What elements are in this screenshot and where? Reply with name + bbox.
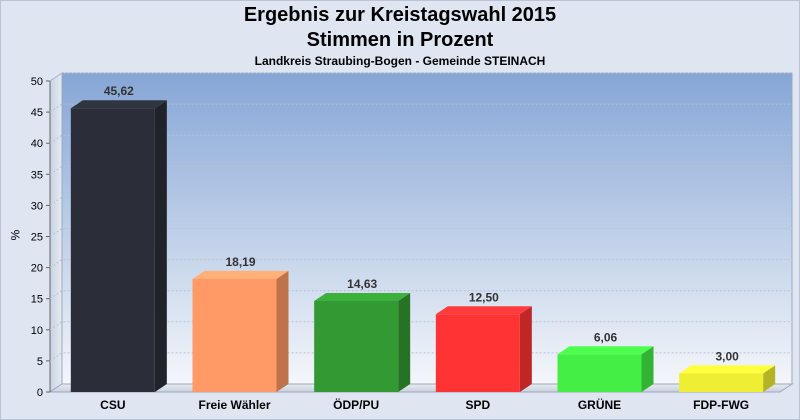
data-label: 45,62 (104, 84, 134, 98)
data-label: 6,06 (594, 330, 618, 344)
x-tick-label: CSU (100, 398, 125, 412)
chart-title-line2: Stimmen in Prozent (306, 29, 494, 51)
bar-side (519, 306, 532, 392)
bar-side (641, 346, 654, 392)
bar-spd: 12,50 (435, 290, 532, 392)
bar-front (192, 278, 277, 392)
bar-top (314, 293, 411, 302)
x-tick-label: Freie Wähler (198, 398, 270, 412)
gridline (49, 134, 792, 144)
gridline (49, 165, 792, 175)
y-tick-label: 35 (31, 169, 43, 181)
gridline (49, 321, 792, 331)
x-tick-label: SPD (465, 398, 490, 412)
y-tick-label: 25 (31, 232, 43, 244)
bar-top (679, 365, 776, 374)
x-tick-label: GRÜNE (578, 397, 621, 412)
x-tick-label: FDP-FWG (693, 398, 749, 412)
bar-gr-ne: 6,06 (557, 330, 654, 392)
y-tick-label: 30 (31, 200, 43, 212)
plot-back-wall (61, 72, 793, 385)
chart-subtitle: Landkreis Straubing-Bogen - Gemeinde STE… (254, 54, 546, 68)
bar-side (154, 100, 167, 393)
gridline (49, 290, 792, 300)
gridline (49, 352, 792, 362)
bar-top (557, 346, 654, 355)
bar-top (192, 270, 289, 279)
y-tick-label: 15 (31, 294, 43, 306)
data-label: 18,19 (225, 255, 255, 269)
gridline (49, 72, 792, 82)
bar-csu: 45,62 (70, 84, 167, 393)
gridline (49, 103, 792, 113)
bar-side (763, 365, 776, 392)
data-label: 3,00 (715, 349, 739, 363)
bar-front (557, 354, 642, 392)
y-tick-label: 45 (31, 107, 43, 119)
plot-side-wall (49, 72, 63, 393)
bar-top (70, 100, 167, 109)
gridlines (49, 72, 792, 362)
y-tick-label: 5 (37, 356, 43, 368)
y-tick-label: 50 (31, 76, 43, 88)
gridline (49, 228, 792, 237)
y-tick-label: 10 (31, 325, 43, 337)
gridline (49, 259, 792, 269)
bar-freie-w-hler: 18,19 (192, 255, 289, 392)
x-tick-label: ÖDP/PU (333, 397, 379, 412)
bar-front (679, 373, 764, 392)
y-tick-label: 20 (31, 263, 43, 275)
data-label: 12,50 (469, 290, 499, 304)
y-tick-label: 40 (31, 138, 43, 150)
bar-front (314, 301, 399, 392)
x-axis-labels: CSU Freie Wähler ÖDP/PU SPD GRÜNE FDP-FWG (100, 397, 749, 412)
bar-top (435, 306, 532, 315)
bar-fdp-fwg: 3,00 (679, 349, 776, 392)
y-tick-label: 0 (37, 387, 43, 399)
chart-title: Ergebnis zur Kreistagswahl 2015 (243, 4, 557, 26)
bar-side (398, 293, 411, 392)
bar-front (435, 314, 520, 392)
y-axis-ticks: 0 5 10 15 20 25 30 35 40 45 50 (31, 76, 50, 399)
bar--dp-pu: 14,63 (314, 277, 411, 392)
bar-side (276, 270, 289, 392)
bar-front (70, 108, 155, 393)
data-label: 14,63 (347, 277, 377, 291)
bars: 45,62 18,19 14,63 12,50 6,06 3,00 (70, 84, 776, 393)
gridline (49, 196, 792, 206)
